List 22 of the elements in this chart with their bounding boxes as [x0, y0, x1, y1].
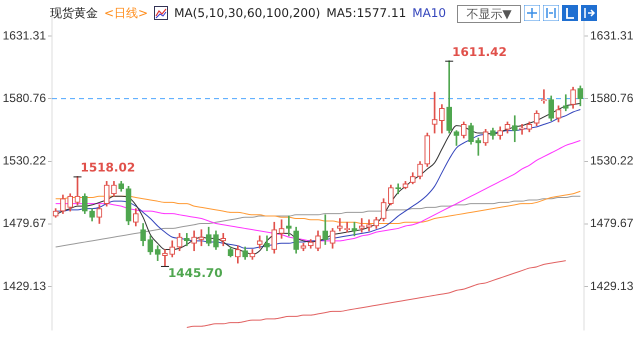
y2-tick-label: 1479.67 [590, 216, 634, 230]
annotation: 不显示▼ [457, 5, 521, 23]
y2-tick-label: 1631.31 [590, 28, 634, 42]
line-series [55, 196, 581, 248]
y-tick-label: 1631.31 [2, 28, 46, 42]
y2-tick-label: 1530.22 [590, 154, 634, 168]
chart-subtitle: <日线> [104, 4, 148, 22]
candlestick [162, 249, 168, 266]
annotation: MA10 [412, 6, 446, 20]
y-tick-label: 1530.22 [2, 154, 46, 168]
annotation: 1518.02 [80, 160, 136, 175]
candlestick [352, 222, 358, 236]
y-tick-label: 1580.76 [2, 90, 46, 105]
y2-tick-label: 1429.13 [590, 278, 634, 293]
annotation: 1445.70 [168, 266, 223, 280]
y2-tick-label: 1580.76 [590, 90, 634, 105]
annotation: MA(5,10,30,60,100,200) [174, 6, 320, 20]
annotation: MA5:1577.11 [326, 6, 406, 20]
y-tick-label: 1429.13 [2, 278, 46, 293]
chart-title: 现货黄金 [50, 4, 98, 22]
annotation: 1611.42 [452, 44, 507, 59]
y-tick-label: 1479.67 [2, 216, 46, 230]
